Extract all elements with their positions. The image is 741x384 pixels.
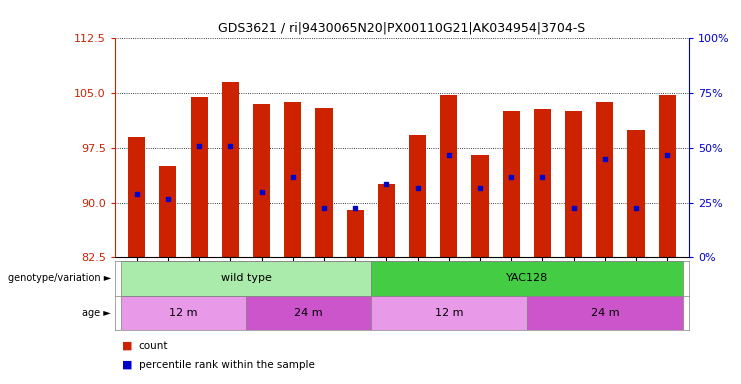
- Bar: [370, 261, 683, 296]
- Text: ■: ■: [122, 360, 133, 370]
- Bar: [378, 184, 395, 257]
- Text: ■: ■: [122, 341, 133, 351]
- Bar: [527, 296, 683, 330]
- Bar: [253, 104, 270, 257]
- Bar: [628, 130, 645, 257]
- Bar: [440, 94, 457, 257]
- Bar: [190, 97, 207, 257]
- Text: YAC128: YAC128: [505, 273, 548, 283]
- Text: 24 m: 24 m: [591, 308, 619, 318]
- Bar: [502, 111, 520, 257]
- Text: percentile rank within the sample: percentile rank within the sample: [139, 360, 314, 370]
- Bar: [597, 102, 614, 257]
- Bar: [121, 261, 370, 296]
- Text: genotype/variation ►: genotype/variation ►: [8, 273, 111, 283]
- Bar: [316, 108, 333, 257]
- Bar: [409, 136, 426, 257]
- Bar: [121, 296, 246, 330]
- Text: 12 m: 12 m: [434, 308, 463, 318]
- Bar: [246, 296, 370, 330]
- Bar: [128, 137, 145, 257]
- Text: wild type: wild type: [221, 273, 271, 283]
- Text: age ►: age ►: [82, 308, 111, 318]
- Bar: [565, 111, 582, 257]
- Text: count: count: [139, 341, 168, 351]
- Bar: [347, 210, 364, 257]
- Bar: [534, 109, 551, 257]
- Title: GDS3621 / ri|9430065N20|PX00110G21|AK034954|3704-S: GDS3621 / ri|9430065N20|PX00110G21|AK034…: [219, 22, 585, 35]
- Bar: [471, 155, 488, 257]
- Bar: [659, 94, 676, 257]
- Bar: [370, 296, 527, 330]
- Text: 12 m: 12 m: [169, 308, 198, 318]
- Bar: [159, 166, 176, 257]
- Text: 24 m: 24 m: [294, 308, 322, 318]
- Bar: [222, 82, 239, 257]
- Bar: [284, 102, 302, 257]
